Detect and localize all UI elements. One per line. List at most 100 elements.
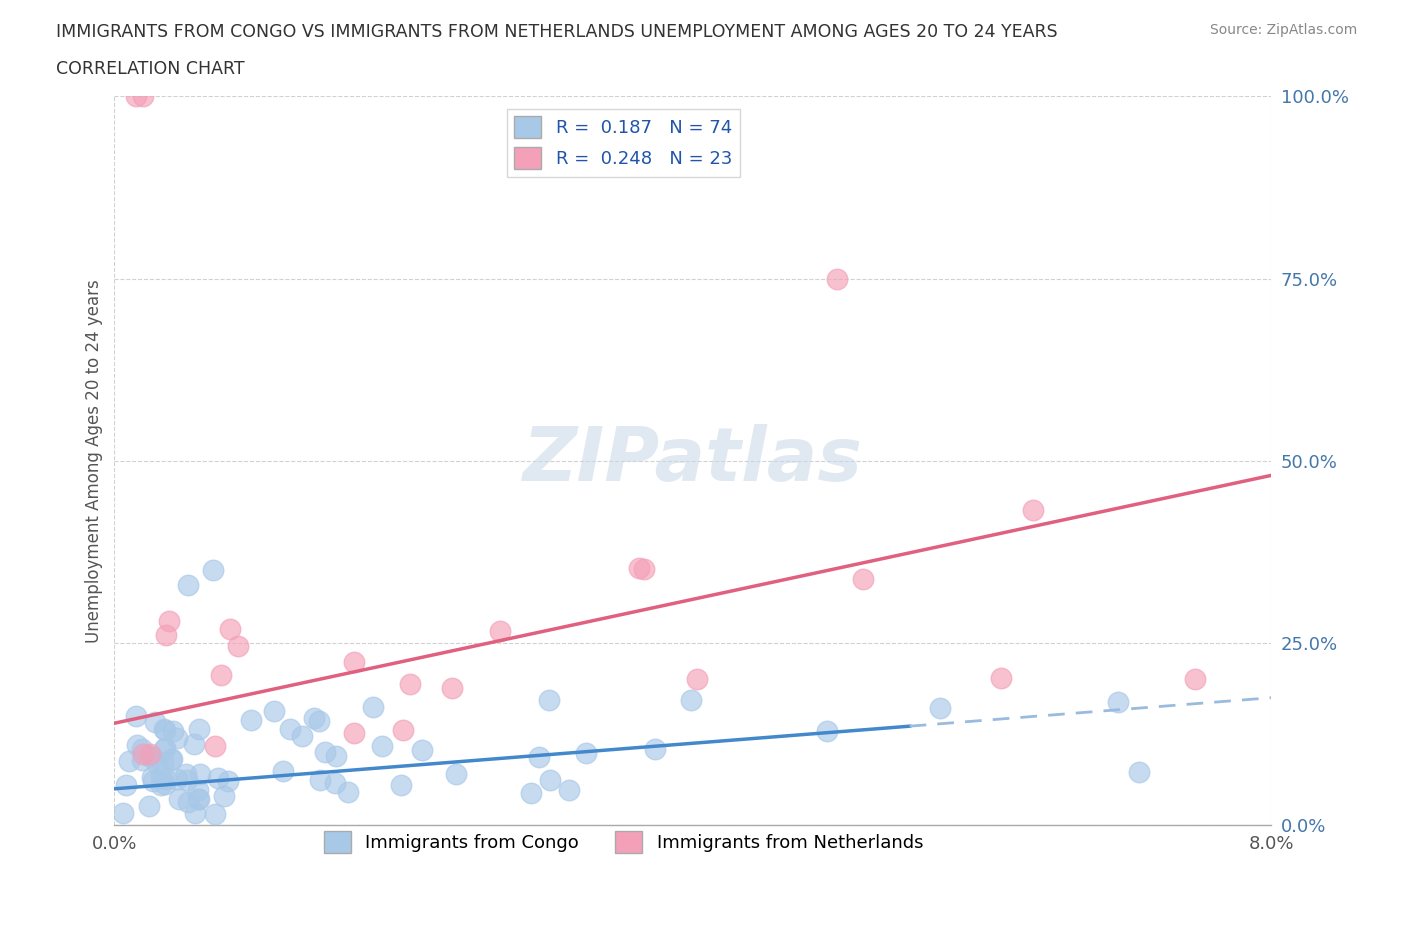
Text: ZIPatlas: ZIPatlas bbox=[523, 424, 863, 498]
Point bbox=[1107, 695, 1129, 710]
Point bbox=[1184, 672, 1206, 687]
Point bbox=[153, 741, 176, 756]
Y-axis label: Unemployment Among Ages 20 to 24 years: Unemployment Among Ages 20 to 24 years bbox=[86, 279, 103, 643]
Point bbox=[343, 655, 366, 670]
Point bbox=[149, 769, 172, 784]
Point bbox=[157, 614, 180, 629]
Point bbox=[363, 699, 385, 714]
Point bbox=[929, 700, 952, 715]
Point bbox=[851, 572, 873, 587]
Point bbox=[159, 751, 181, 766]
Point bbox=[219, 622, 242, 637]
Point bbox=[212, 789, 235, 804]
Point bbox=[399, 677, 422, 692]
Point bbox=[187, 791, 209, 806]
Point bbox=[153, 722, 176, 737]
Point bbox=[155, 628, 177, 643]
Point bbox=[132, 89, 155, 104]
Point bbox=[538, 772, 561, 787]
Point bbox=[309, 773, 332, 788]
Point bbox=[155, 772, 177, 787]
Point bbox=[187, 782, 209, 797]
Point bbox=[633, 562, 655, 577]
Point bbox=[118, 753, 141, 768]
Point bbox=[152, 755, 174, 770]
Point bbox=[142, 774, 165, 789]
Point bbox=[302, 711, 325, 725]
Point bbox=[141, 770, 163, 785]
Point bbox=[183, 737, 205, 751]
Point bbox=[153, 722, 176, 737]
Point bbox=[150, 777, 173, 792]
Point bbox=[138, 798, 160, 813]
Point bbox=[446, 766, 468, 781]
Point bbox=[271, 764, 294, 778]
Point bbox=[139, 747, 162, 762]
Point bbox=[166, 772, 188, 787]
Point bbox=[291, 728, 314, 743]
Point bbox=[323, 776, 346, 790]
Point bbox=[187, 791, 209, 806]
Point bbox=[226, 639, 249, 654]
Point bbox=[337, 785, 360, 800]
Point bbox=[440, 681, 463, 696]
Point bbox=[815, 724, 838, 738]
Point bbox=[489, 623, 512, 638]
Point bbox=[153, 777, 176, 791]
Point bbox=[125, 737, 148, 752]
Point bbox=[138, 749, 160, 764]
Point bbox=[278, 721, 301, 736]
Point bbox=[143, 714, 166, 729]
Point bbox=[217, 774, 239, 789]
Point bbox=[162, 751, 184, 766]
Point bbox=[177, 578, 200, 592]
Point bbox=[176, 773, 198, 788]
Point bbox=[162, 724, 184, 738]
Point bbox=[325, 749, 347, 764]
Point bbox=[827, 272, 849, 286]
Point bbox=[177, 794, 200, 809]
Point bbox=[188, 722, 211, 737]
Point bbox=[314, 745, 336, 760]
Point bbox=[155, 741, 177, 756]
Point bbox=[167, 791, 190, 806]
Point bbox=[558, 783, 581, 798]
Point bbox=[184, 805, 207, 820]
Point bbox=[392, 723, 415, 737]
Point bbox=[125, 708, 148, 723]
Point bbox=[371, 738, 394, 753]
Point bbox=[527, 750, 550, 764]
Point bbox=[146, 756, 169, 771]
Point bbox=[519, 786, 541, 801]
Point bbox=[1022, 502, 1045, 517]
Point bbox=[201, 563, 224, 578]
Point bbox=[111, 805, 134, 820]
Point bbox=[131, 741, 153, 756]
Text: IMMIGRANTS FROM CONGO VS IMMIGRANTS FROM NETHERLANDS UNEMPLOYMENT AMONG AGES 20 : IMMIGRANTS FROM CONGO VS IMMIGRANTS FROM… bbox=[56, 23, 1057, 41]
Point bbox=[990, 671, 1012, 685]
Point bbox=[679, 693, 702, 708]
Point bbox=[174, 767, 197, 782]
Point bbox=[131, 752, 153, 767]
Point bbox=[537, 693, 560, 708]
Point bbox=[209, 668, 232, 683]
Point bbox=[204, 806, 226, 821]
Point bbox=[343, 725, 366, 740]
Text: Source: ZipAtlas.com: Source: ZipAtlas.com bbox=[1209, 23, 1357, 37]
Point bbox=[1128, 764, 1150, 779]
Point bbox=[686, 671, 709, 686]
Point bbox=[575, 746, 598, 761]
Point bbox=[240, 713, 263, 728]
Point bbox=[308, 714, 330, 729]
Point bbox=[132, 747, 155, 762]
Point bbox=[263, 703, 285, 718]
Point bbox=[115, 777, 138, 792]
Point bbox=[125, 89, 148, 104]
Point bbox=[207, 770, 229, 785]
Point bbox=[141, 750, 163, 764]
Point bbox=[204, 739, 226, 754]
Point bbox=[389, 777, 412, 792]
Point bbox=[188, 766, 211, 781]
Point bbox=[166, 730, 188, 745]
Point bbox=[411, 742, 433, 757]
